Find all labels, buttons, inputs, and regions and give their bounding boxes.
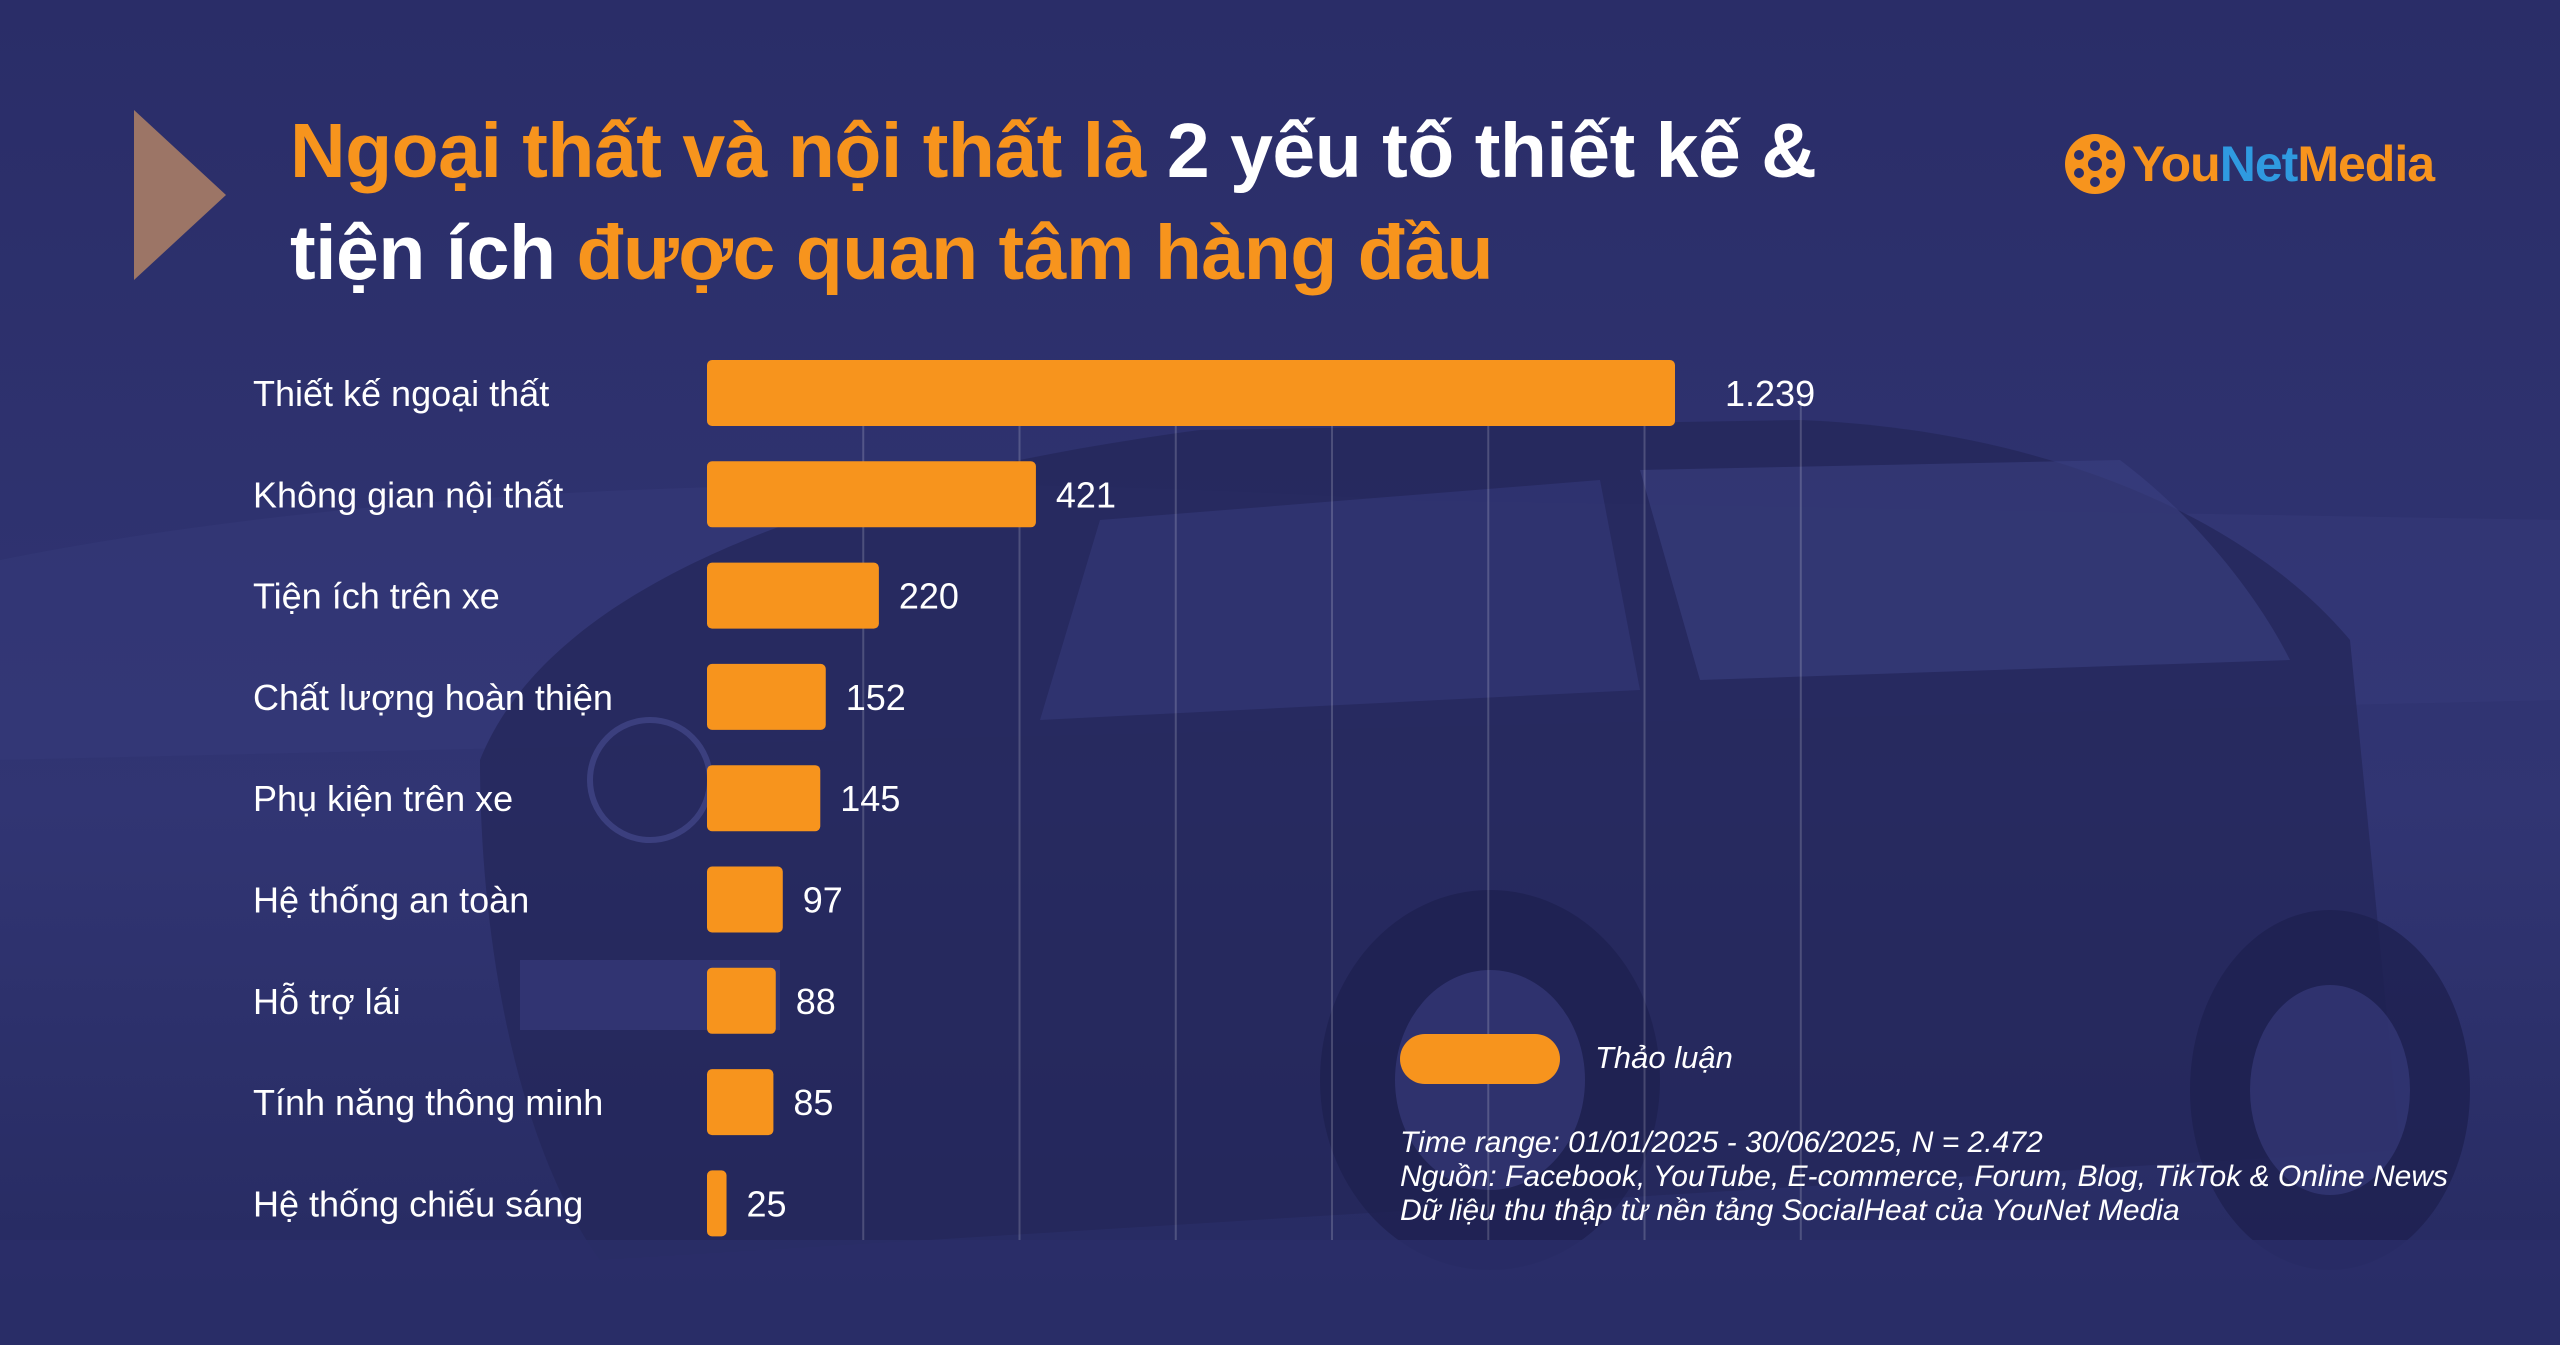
title-line1-white: 2 yếu tố thiết kế & xyxy=(1145,108,1817,194)
logo-net: Net xyxy=(2219,136,2299,192)
page-title: Ngoại thất và nội thất là 2 yếu tố thiết… xyxy=(290,100,1890,304)
chart-notes: Time range: 01/01/2025 - 30/06/2025, N =… xyxy=(1400,1126,2448,1228)
logo-wordmark: YouNetMedia xyxy=(2132,135,2435,193)
bar-3 xyxy=(707,663,826,730)
category-label: Chất lượng hoàn thiện xyxy=(253,677,613,718)
value-label: 85 xyxy=(793,1082,833,1123)
younet-media-logo: YouNetMedia xyxy=(2064,132,2435,196)
category-label: Thiết kế ngoại thất xyxy=(253,373,549,414)
bar-8 xyxy=(707,1170,727,1237)
bar-2 xyxy=(707,562,879,629)
value-label: 25 xyxy=(747,1183,787,1224)
time-range-note: Time range: 01/01/2025 - 30/06/2025, N =… xyxy=(1400,1126,2043,1159)
category-label: Hệ thống chiếu sáng xyxy=(253,1183,583,1224)
category-label: Phụ kiện trên xe xyxy=(253,778,513,819)
logo-mark-icon xyxy=(2065,134,2125,194)
collection-note: Dữ liệu thu thập từ nền tảng SocialHeat … xyxy=(1400,1194,2180,1227)
value-label: 97 xyxy=(803,880,843,921)
logo-media: Media xyxy=(2297,136,2435,192)
bar-6 xyxy=(707,967,776,1034)
play-triangle-icon xyxy=(134,110,226,280)
value-label: 421 xyxy=(1056,474,1116,515)
category-label: Hỗ trợ lái xyxy=(253,981,401,1022)
category-label: Tính năng thông minh xyxy=(253,1082,603,1123)
logo-you: You xyxy=(2132,136,2221,192)
value-label: 1.239 xyxy=(1725,373,1815,414)
value-label: 145 xyxy=(840,778,900,819)
value-label: 88 xyxy=(796,981,836,1022)
title-line1-orange: Ngoại thất và nội thất là xyxy=(290,108,1146,194)
value-label: 152 xyxy=(846,677,906,718)
bar-1 xyxy=(707,461,1036,528)
title-line2-white: tiện ích xyxy=(290,210,577,296)
legend-label: Thảo luận xyxy=(1595,1040,1733,1075)
bar-5 xyxy=(707,866,783,933)
bar-0 xyxy=(707,360,1675,426)
source-note: Nguồn: Facebook, YouTube, E-commerce, Fo… xyxy=(1400,1160,2448,1193)
category-label: Không gian nội thất xyxy=(253,474,563,515)
category-label: Hệ thống an toàn xyxy=(253,880,529,921)
value-label: 220 xyxy=(899,576,959,617)
bar-7 xyxy=(707,1069,774,1136)
legend-swatch xyxy=(1400,1034,1560,1084)
bar-4 xyxy=(707,765,821,832)
category-label: Tiện ích trên xe xyxy=(253,576,500,617)
title-line2-orange: được quan tâm hàng đầu xyxy=(576,210,1494,296)
